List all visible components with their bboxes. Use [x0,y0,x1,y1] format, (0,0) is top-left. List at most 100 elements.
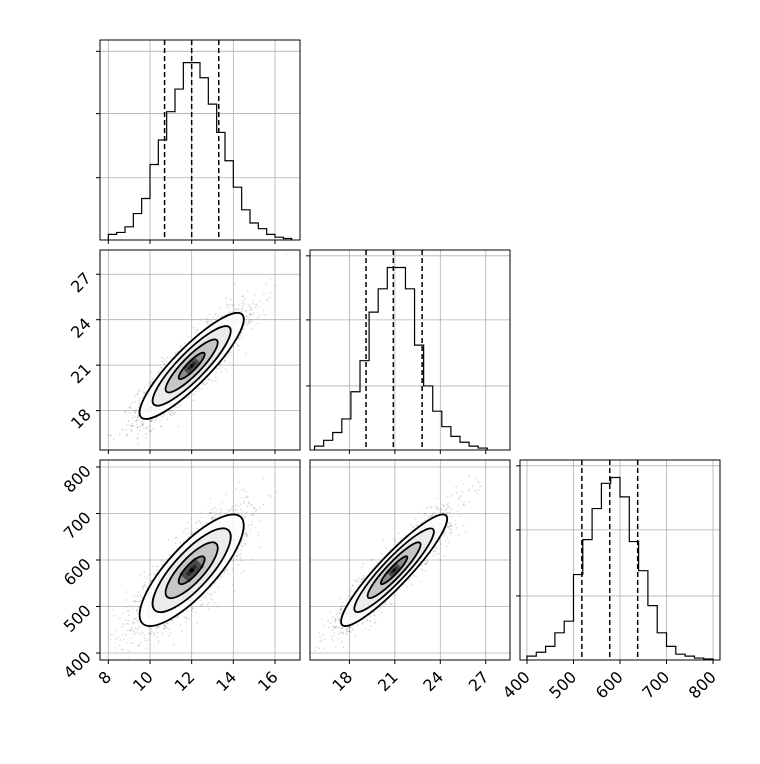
sample-point [240,549,242,551]
sample-point [240,553,242,555]
sample-point [188,336,190,338]
sample-point [248,501,250,503]
sample-point [168,539,170,541]
sample-point [215,312,217,314]
sample-point [216,368,218,370]
sample-point [195,612,197,614]
sample-point [138,419,140,421]
sample-point [122,623,124,625]
sample-point [133,630,135,632]
sample-point [188,618,190,620]
sample-point [177,616,179,618]
sample-point [119,645,121,647]
sample-point [140,642,142,644]
sample-point [221,576,223,578]
sample-point [234,283,236,285]
sample-point [215,372,217,374]
sample-point [135,421,137,423]
sample-point [190,530,192,532]
sample-point [138,632,140,634]
sample-point [139,595,141,597]
sample-point [181,346,183,348]
sample-point [168,412,170,414]
sample-point [125,429,127,431]
sample-point [244,543,246,545]
sample-point [114,647,116,649]
sample-point [156,628,158,630]
sample-point [180,624,182,626]
sample-point [146,639,148,641]
sample-point [268,494,270,496]
sample-point [254,507,256,509]
sample-point [187,528,189,530]
histogram-panel-1 [306,250,510,450]
sample-point [86,453,88,455]
sample-point [108,636,110,638]
sample-point [125,634,127,636]
sample-point [183,531,185,533]
sample-point [215,377,217,379]
sample-point [179,345,181,347]
sample-point [191,610,193,612]
sample-point [207,318,209,320]
sample-point [258,315,260,317]
sample-point [244,497,246,499]
sample-point [134,401,136,403]
sample-point [255,527,257,529]
sample-point [134,416,136,418]
sample-point [211,598,213,600]
sample-point [171,414,173,416]
density-content-1 [97,478,278,677]
sample-point [218,586,220,588]
sample-point [202,597,204,599]
sample-point [137,393,139,395]
sample-point [137,628,139,630]
sample-point [115,638,117,640]
sample-point [160,559,162,561]
sample-point [206,382,208,384]
sample-point [213,317,215,319]
sample-point [178,404,180,406]
sample-point [127,650,129,652]
histogram-frame-1 [310,250,510,450]
sample-point [136,609,138,611]
sample-point [226,371,228,373]
sample-point [238,512,240,514]
sample-point [138,621,140,623]
sample-point [132,417,134,419]
density-content-0 [86,253,287,468]
sample-point [214,602,216,604]
sample-point [193,394,195,396]
sample-point [123,661,125,663]
sample-point [154,635,156,637]
sample-point [276,491,278,493]
sample-point [143,387,145,389]
sample-point [134,618,136,620]
sample-point [208,608,210,610]
sample-point [234,590,236,592]
sample-point [250,313,252,315]
sample-point [255,307,257,309]
sample-point [232,583,234,585]
sample-point [249,316,251,318]
sample-point [131,627,133,629]
sample-point [113,438,115,440]
sample-point [127,434,129,436]
sample-point [136,620,138,622]
sample-point [229,304,231,306]
sample-point [124,412,126,414]
sample-point [113,609,115,611]
sample-point [210,320,212,322]
sample-point [114,615,116,617]
sample-point [150,371,152,373]
sample-point [193,400,195,402]
sample-point [162,416,164,418]
sample-point [207,320,209,322]
sample-point [266,299,268,301]
sample-point [231,509,233,511]
sample-point [146,427,148,429]
sample-point [180,405,182,407]
sample-point [140,421,142,423]
sample-point [208,593,210,595]
sample-point [241,303,243,305]
